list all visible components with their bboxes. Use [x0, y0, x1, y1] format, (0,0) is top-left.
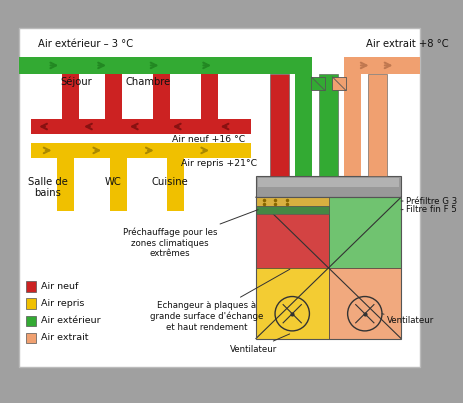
Bar [344, 57, 420, 74]
Text: Air neuf +16 °C: Air neuf +16 °C [172, 135, 245, 144]
Bar [256, 206, 329, 214]
Bar [26, 281, 36, 292]
Text: Air extrait +8 °C: Air extrait +8 °C [366, 39, 448, 49]
Text: Air repris: Air repris [41, 299, 84, 308]
Bar [105, 74, 122, 119]
Bar [256, 268, 329, 339]
Text: WC: WC [104, 177, 121, 187]
Text: Salle de
bains: Salle de bains [28, 177, 68, 198]
Bar [200, 74, 218, 119]
Bar [26, 333, 36, 343]
Bar [167, 158, 184, 211]
Bar [270, 74, 289, 176]
Text: Ventilateur: Ventilateur [231, 334, 290, 354]
Bar [319, 74, 338, 176]
Bar [332, 77, 346, 90]
Text: Air extérieur – 3 °C: Air extérieur – 3 °C [38, 39, 133, 49]
Bar [256, 176, 401, 197]
Text: Cuisine: Cuisine [151, 177, 188, 187]
Bar [311, 77, 325, 90]
Text: Air extrait: Air extrait [41, 333, 88, 342]
Text: Préfiltre G 3: Préfiltre G 3 [401, 197, 457, 206]
Text: Air extérieur: Air extérieur [41, 316, 100, 325]
Text: Préchauffage pour les
zones climatiques
extrêmes: Préchauffage pour les zones climatiques … [123, 210, 258, 258]
Text: Echangeur à plaques à
grande surface d'échange
et haut rendement: Echangeur à plaques à grande surface d'é… [150, 269, 290, 332]
Bar [110, 158, 127, 211]
Text: Air neuf: Air neuf [41, 282, 78, 291]
Text: Chambre: Chambre [125, 77, 171, 87]
Bar [26, 299, 36, 309]
Bar [31, 143, 251, 158]
Bar [31, 119, 251, 134]
Text: Ventilateur: Ventilateur [382, 314, 434, 325]
Text: Séjour: Séjour [61, 77, 92, 87]
Bar [344, 57, 361, 197]
Bar [256, 197, 329, 268]
Bar [256, 197, 401, 339]
Text: Air repris +21°C: Air repris +21°C [181, 159, 257, 168]
Text: Filtre fin F 5: Filtre fin F 5 [401, 205, 457, 214]
Bar [19, 57, 304, 74]
Bar [153, 74, 170, 119]
Bar [329, 197, 401, 268]
Bar [62, 74, 79, 119]
Bar [256, 197, 329, 206]
Bar [295, 57, 312, 197]
Bar [368, 74, 387, 176]
Bar [258, 178, 399, 187]
Bar [26, 316, 36, 326]
Bar [19, 28, 420, 367]
Bar [57, 158, 75, 211]
Bar [329, 268, 401, 339]
